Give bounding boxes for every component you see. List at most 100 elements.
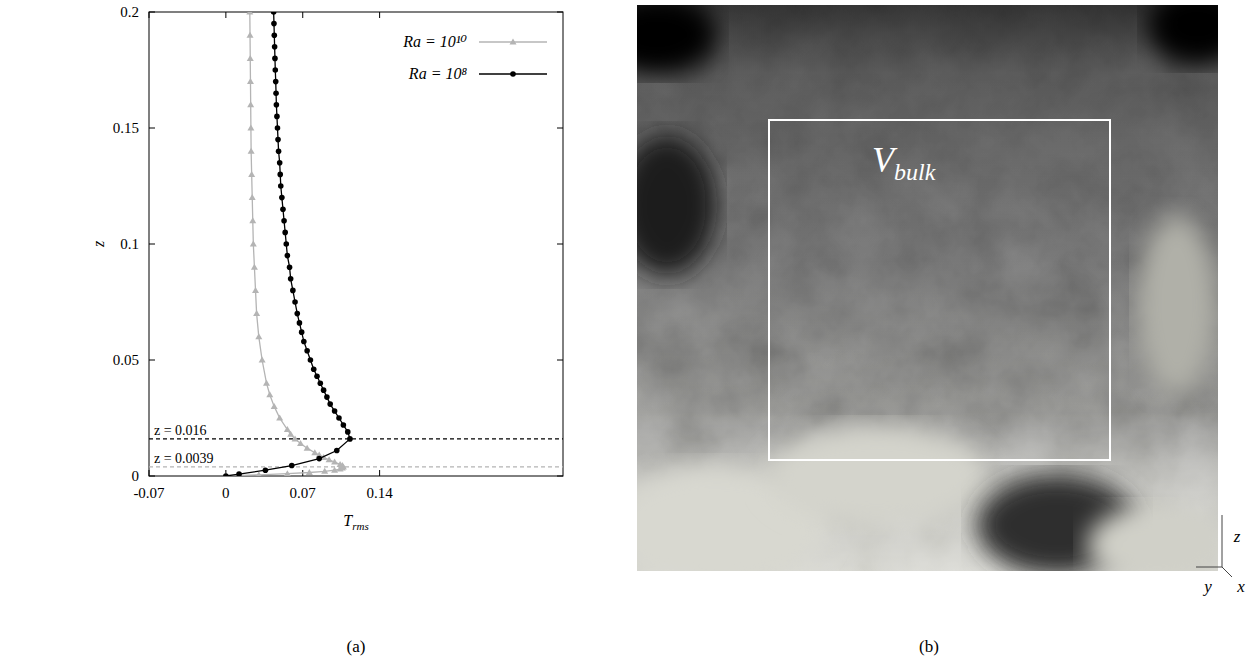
data-point [341, 422, 347, 428]
y-tick [149, 360, 155, 361]
y-tick-label: 0.2 [120, 4, 139, 20]
x-tick [149, 470, 150, 476]
y-tick [149, 244, 155, 245]
x-tick [379, 470, 380, 476]
data-point [285, 253, 291, 259]
data-point [236, 471, 242, 476]
triad-label: z [1233, 527, 1241, 546]
data-point [311, 366, 317, 372]
series-line [226, 12, 344, 476]
data-point [275, 125, 281, 131]
x-tick-label: -0.07 [133, 485, 165, 501]
data-point [321, 387, 327, 393]
data-point [247, 32, 254, 38]
box-label: Vbulk [872, 140, 936, 185]
triad-label: y [1202, 577, 1212, 596]
data-point [272, 44, 278, 50]
y-tick-label: 0.15 [113, 120, 139, 136]
data-point [324, 394, 330, 400]
data-point [276, 148, 282, 154]
data-point [273, 79, 279, 85]
data-point [321, 468, 328, 474]
x-tick-top [225, 12, 226, 18]
data-point [273, 90, 279, 96]
y-axis-label: z [90, 240, 107, 248]
y-tick-right [557, 12, 563, 13]
triad-axis [1196, 567, 1222, 568]
data-point [275, 137, 281, 143]
data-point [263, 380, 270, 386]
data-point [311, 449, 318, 455]
plot-area [149, 12, 563, 476]
y-tick-right [557, 476, 563, 477]
data-point [288, 276, 294, 282]
temperature-field [637, 5, 1218, 571]
data-point [251, 264, 258, 270]
legend-marker [510, 39, 517, 45]
triad-axis [1222, 515, 1223, 567]
annotation-label: z = 0.0039 [154, 451, 214, 466]
data-point [304, 445, 311, 451]
data-point [292, 299, 298, 305]
triad-label: x [1236, 577, 1245, 596]
y-tick [149, 476, 155, 477]
x-tick-label: 0 [222, 485, 230, 501]
y-tick-right [557, 360, 563, 361]
data-point [334, 448, 340, 454]
data-point [277, 160, 283, 166]
y-tick-right [557, 128, 563, 129]
triad-axis [1222, 567, 1232, 577]
data-point [266, 391, 273, 397]
data-point [327, 401, 333, 407]
data-point [252, 287, 259, 293]
data-point [283, 241, 289, 247]
panel-label: (a) [347, 637, 366, 656]
data-point [271, 32, 277, 38]
data-point [284, 426, 291, 432]
data-point [247, 78, 254, 84]
x-axis-label: Trms [343, 512, 368, 532]
data-point [297, 320, 303, 326]
x-axis-label-sub: rms [352, 520, 369, 532]
data-point [299, 329, 305, 335]
legend-marker [510, 71, 516, 77]
annotation-label: z = 0.016 [154, 423, 207, 438]
data-point [247, 125, 254, 131]
data-point [248, 171, 255, 177]
data-point [290, 288, 296, 294]
data-point [280, 206, 286, 212]
data-point [249, 194, 256, 200]
data-point [284, 470, 291, 476]
data-point [246, 12, 253, 15]
data-point [274, 102, 280, 108]
data-point [223, 473, 229, 476]
x-tick-top [302, 12, 303, 18]
data-point [318, 380, 324, 386]
data-point [277, 172, 283, 178]
data-point [276, 415, 283, 421]
data-point [272, 67, 278, 73]
data-point [306, 469, 313, 475]
x-tick-label: 0.14 [366, 485, 393, 501]
panel-label: (b) [919, 637, 939, 656]
data-point [308, 357, 314, 363]
data-point [247, 101, 254, 107]
plot-frame [149, 12, 563, 476]
data-point [274, 114, 280, 120]
data-point [272, 56, 278, 62]
data-point [278, 183, 284, 189]
data-point [271, 21, 277, 27]
data-point [253, 310, 260, 316]
series-line [226, 12, 350, 476]
reference-line [149, 438, 563, 439]
x-tick-top [149, 12, 150, 18]
data-point [281, 218, 287, 224]
figure: -0.0700.070.1400.050.10.150.2Trmszz = 0.… [0, 0, 1258, 664]
data-point [314, 373, 320, 379]
data-point [331, 467, 338, 473]
data-point [316, 456, 322, 462]
y-tick-right [557, 244, 563, 245]
data-point [336, 415, 342, 421]
data-point [294, 311, 300, 317]
data-point [332, 408, 338, 414]
